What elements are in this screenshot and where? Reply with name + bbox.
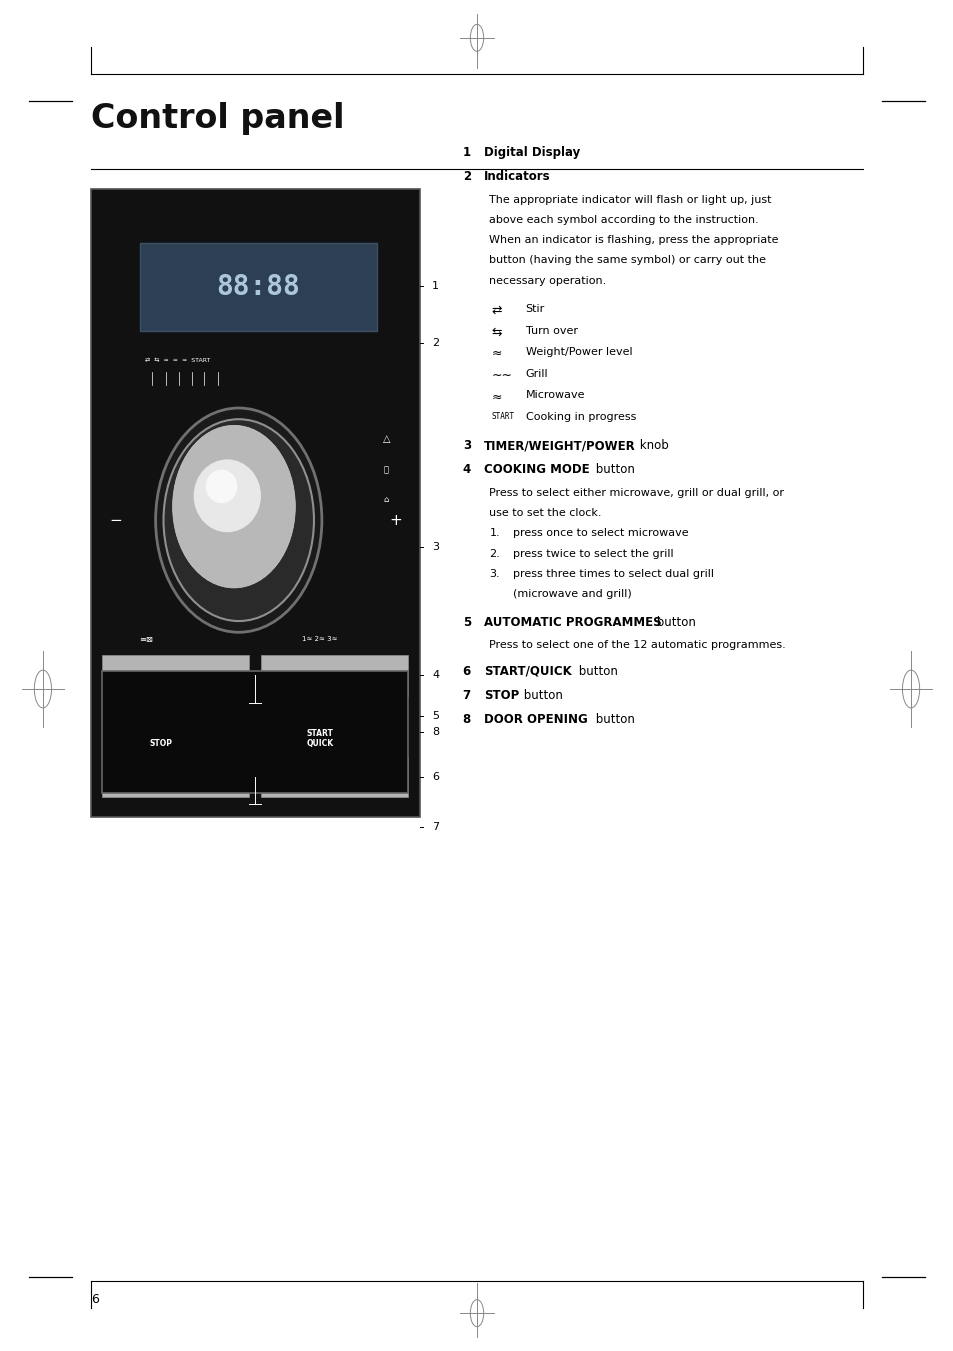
- Text: Control panel: Control panel: [91, 103, 344, 135]
- Text: ≈: ≈: [491, 347, 501, 361]
- Bar: [102, 757, 249, 797]
- Text: +: +: [390, 512, 402, 528]
- Text: 4: 4: [462, 463, 471, 477]
- Text: 1: 1: [462, 146, 471, 159]
- Text: Stir: Stir: [525, 304, 544, 313]
- Text: use to set the clock.: use to set the clock.: [489, 508, 601, 517]
- Text: START
QUICK: START QUICK: [306, 730, 334, 748]
- Text: button: button: [592, 713, 635, 727]
- Text: ⬤─○: ⬤─○: [245, 831, 265, 839]
- Text: START: START: [491, 412, 514, 422]
- Text: DOOR OPENING: DOOR OPENING: [483, 713, 587, 727]
- Text: button: button: [575, 665, 618, 678]
- Text: Indicators: Indicators: [483, 170, 550, 184]
- Text: 2: 2: [432, 338, 438, 349]
- Text: ∼∼: ∼∼: [491, 369, 512, 382]
- Text: 7: 7: [432, 821, 438, 832]
- Text: 6: 6: [432, 771, 438, 782]
- Text: The appropriate indicator will flash or light up, just: The appropriate indicator will flash or …: [489, 195, 771, 204]
- Ellipse shape: [163, 419, 314, 621]
- Bar: [140, 243, 376, 331]
- Ellipse shape: [193, 459, 261, 532]
- Text: 8: 8: [432, 727, 438, 738]
- Text: 3.: 3.: [489, 569, 499, 578]
- Text: Digital Display: Digital Display: [483, 146, 579, 159]
- Text: Press to select one of the 12 automatic programmes.: Press to select one of the 12 automatic …: [489, 640, 785, 650]
- Bar: [102, 655, 249, 696]
- Text: (microwave and grill): (microwave and grill): [513, 589, 631, 598]
- Ellipse shape: [206, 470, 237, 503]
- Text: △: △: [382, 434, 390, 444]
- Bar: [260, 757, 408, 797]
- Text: 2.: 2.: [489, 549, 499, 558]
- Text: AUTOMATIC PROGRAMMES: AUTOMATIC PROGRAMMES: [483, 616, 660, 630]
- Bar: [102, 671, 408, 793]
- Text: START/QUICK: START/QUICK: [483, 665, 571, 678]
- Text: button: button: [519, 689, 562, 703]
- Text: Cooking in progress: Cooking in progress: [525, 412, 636, 422]
- Text: 7: 7: [462, 689, 471, 703]
- Text: above each symbol according to the instruction.: above each symbol according to the instr…: [489, 215, 759, 224]
- Text: Turn over: Turn over: [525, 326, 578, 335]
- Bar: [260, 655, 408, 696]
- Text: TIMER/WEIGHT/POWER: TIMER/WEIGHT/POWER: [483, 439, 635, 453]
- Text: STOP: STOP: [483, 689, 518, 703]
- Text: −: −: [110, 512, 122, 528]
- Text: 5: 5: [432, 711, 438, 721]
- Bar: [91, 189, 419, 817]
- Text: ⇄: ⇄: [491, 304, 501, 317]
- Text: Weight/Power level: Weight/Power level: [525, 347, 632, 357]
- Text: button: button: [653, 616, 696, 630]
- Text: Microwave: Microwave: [525, 390, 584, 400]
- Text: 8: 8: [462, 713, 471, 727]
- Text: necessary operation.: necessary operation.: [489, 276, 606, 285]
- Text: 88:88: 88:88: [216, 273, 300, 301]
- Text: 6: 6: [91, 1293, 98, 1306]
- Text: 3: 3: [462, 439, 471, 453]
- Text: button (having the same symbol) or carry out the: button (having the same symbol) or carry…: [489, 255, 765, 265]
- Text: Press to select either microwave, grill or dual grill, or: Press to select either microwave, grill …: [489, 488, 783, 497]
- Text: ⇆: ⇆: [491, 326, 501, 339]
- Text: 2: 2: [462, 170, 471, 184]
- Text: ⧖: ⧖: [383, 466, 389, 474]
- Text: press once to select microwave: press once to select microwave: [513, 528, 688, 538]
- Text: When an indicator is flashing, press the appropriate: When an indicator is flashing, press the…: [489, 235, 778, 245]
- Text: press twice to select the grill: press twice to select the grill: [513, 549, 673, 558]
- Text: knob: knob: [636, 439, 668, 453]
- Text: button: button: [592, 463, 635, 477]
- Text: 5: 5: [462, 616, 471, 630]
- Text: ⇄  ⇆  ≈  ≈  ≈  START: ⇄ ⇆ ≈ ≈ ≈ START: [145, 358, 210, 363]
- Text: STOP: STOP: [150, 739, 172, 748]
- Text: 1.: 1.: [489, 528, 499, 538]
- Ellipse shape: [155, 408, 321, 632]
- Text: 4: 4: [432, 670, 438, 681]
- Text: 3: 3: [432, 542, 438, 553]
- Text: 6: 6: [462, 665, 471, 678]
- Text: 1≈ 2≈ 3≈: 1≈ 2≈ 3≈: [302, 636, 337, 642]
- Text: 1: 1: [432, 281, 438, 292]
- Ellipse shape: [172, 426, 295, 588]
- Text: press three times to select dual grill: press three times to select dual grill: [513, 569, 714, 578]
- Text: COOKING MODE: COOKING MODE: [483, 463, 589, 477]
- Text: ≡⊠: ≡⊠: [139, 635, 153, 643]
- Text: Grill: Grill: [525, 369, 548, 378]
- Text: ≈: ≈: [491, 390, 501, 404]
- Text: ⌂: ⌂: [383, 496, 389, 504]
